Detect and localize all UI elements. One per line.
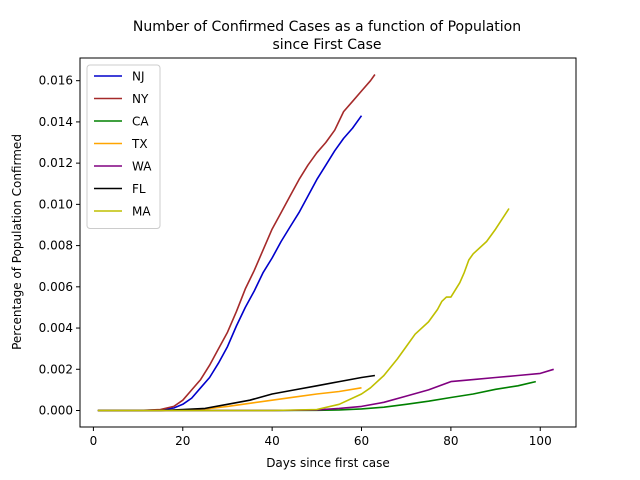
y-tick-label: 0.014: [39, 115, 73, 129]
y-tick-label: 0.012: [39, 156, 73, 170]
y-axis-ticks: 0.000 0.002 0.004 0.006 0.008 0.010 0.012 0.014…: [39, 74, 80, 418]
legend-label-ca: CA: [132, 115, 149, 129]
x-tick-label: 40: [265, 434, 280, 448]
chart-title: Number of Confirmed Cases as a function …: [133, 19, 521, 35]
series-layer: [97, 74, 554, 412]
series-line-fl: [97, 374, 376, 412]
y-tick-label: 0.008: [39, 239, 73, 253]
legend-box: [86, 64, 161, 229]
x-tick-label: 0: [90, 434, 98, 448]
y-tick-label: 0.000: [39, 404, 73, 418]
series-line-nj: [97, 115, 363, 412]
series-line-ny: [97, 74, 376, 412]
legend-label-fl: FL: [132, 182, 146, 196]
y-axis-label: Percentage of Population Confirmed: [10, 134, 24, 350]
x-axis-ticks: 0 20 40 60 80 100: [90, 427, 552, 448]
x-tick-label: 100: [529, 434, 552, 448]
x-axis-label: Days since first case: [266, 456, 390, 470]
x-tick-label: 80: [443, 434, 458, 448]
legend-label-nj: NJ: [132, 70, 145, 84]
x-tick-label: 60: [354, 434, 369, 448]
x-tick-label: 20: [175, 434, 190, 448]
plot-frame: [80, 58, 576, 427]
series-line-wa: [97, 368, 554, 412]
y-tick-label: 0.016: [39, 74, 73, 88]
y-tick-label: 0.010: [39, 197, 73, 211]
y-tick-label: 0.004: [39, 321, 73, 335]
chart-subtitle: since First Case: [273, 37, 382, 53]
legend-label-ma: MA: [132, 205, 151, 219]
legend-label-tx: TX: [131, 137, 148, 151]
legend-label-wa: WA: [132, 160, 152, 174]
y-tick-label: 0.006: [39, 280, 73, 294]
plot-area: 0 20 40 60 80 100 0.0000.0020.0040.0060.0080.…: [39, 57, 577, 448]
y-tick-label: 0.002: [39, 362, 73, 376]
legend-label-ny: NY: [132, 92, 149, 106]
series-line-ma: [97, 208, 510, 412]
plot-border: [79, 57, 577, 428]
legend: NJ NY CA TX WA FL MA: [86, 64, 161, 229]
